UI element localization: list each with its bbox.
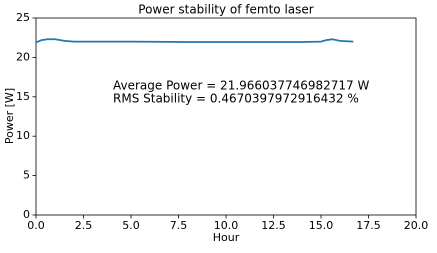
x-tick-label: 0.0 bbox=[27, 219, 45, 232]
x-tick-label: 17.5 bbox=[356, 219, 381, 232]
chart-title: Power stability of femto laser bbox=[138, 3, 314, 17]
y-tick-label: 5 bbox=[23, 169, 30, 182]
x-tick-label: 20.0 bbox=[404, 219, 429, 232]
line-series bbox=[35, 38, 354, 44]
y-tick-label: 20 bbox=[16, 50, 30, 63]
x-axis-label: Hour bbox=[213, 231, 240, 244]
annotation: Average Power = 21.966037746982717 W bbox=[113, 79, 369, 93]
y-axis-label: Power [W] bbox=[3, 88, 16, 144]
y-tick-label: 0 bbox=[23, 208, 30, 221]
y-tick-label: 15 bbox=[16, 90, 30, 103]
x-tick-label: 10.0 bbox=[214, 219, 239, 232]
x-tick-label: 7.5 bbox=[170, 219, 188, 232]
y-tick-label: 25 bbox=[16, 11, 30, 24]
x-tick-label: 15.0 bbox=[309, 219, 334, 232]
annotation: RMS Stability = 0.4670397972916432 % bbox=[113, 92, 359, 106]
y-tick-label: 10 bbox=[16, 129, 30, 142]
x-tick-label: 5.0 bbox=[122, 219, 140, 232]
x-tick-label: 2.5 bbox=[75, 219, 93, 232]
plot-frame bbox=[35, 17, 417, 216]
x-tick-label: 12.5 bbox=[261, 219, 286, 232]
